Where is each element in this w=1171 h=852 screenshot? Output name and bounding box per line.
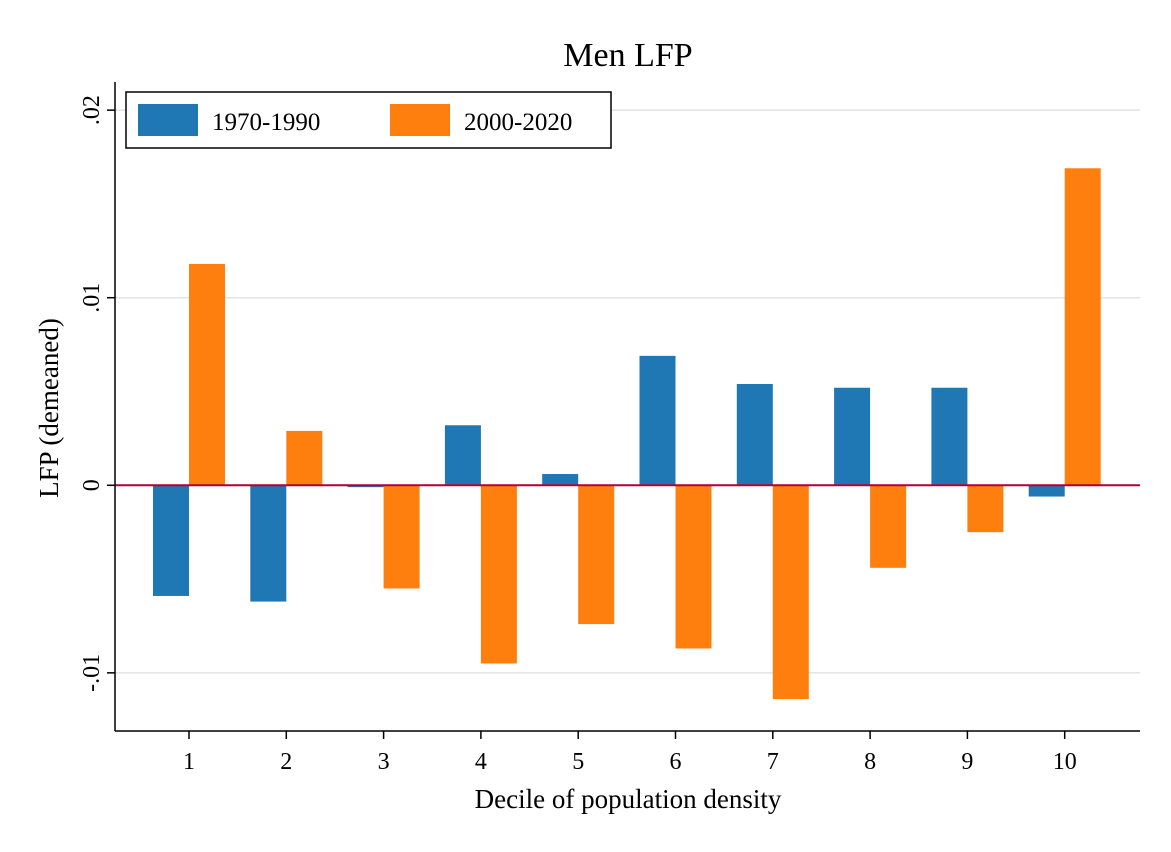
bar-2000-2020-decile-7 (772, 485, 809, 700)
bar-2000-2020-decile-8 (870, 485, 907, 568)
bar-2000-2020-decile-10 (1064, 168, 1101, 486)
legend-label-2000-2020: 2000-2020 (464, 109, 572, 136)
x-tick-label: 3 (378, 749, 390, 775)
x-tick-label: 1 (183, 749, 195, 775)
x-tick-label: 2 (280, 749, 292, 775)
x-axis-ticks: 1 2 3 4 5 6 7 8 9 10 (183, 731, 1077, 775)
bar-1970-1990-decile-9 (931, 387, 968, 486)
x-tick-label: 7 (767, 749, 779, 775)
x-tick-label: 8 (864, 749, 876, 775)
y-axis-title: LFP (demeaned) (34, 318, 64, 498)
bar-1970-1990-decile-6 (639, 355, 676, 486)
x-tick-label: 10 (1053, 749, 1077, 775)
legend-swatch-1970-1990 (138, 104, 198, 136)
bar-1970-1990-decile-2 (250, 485, 287, 602)
legend: 1970-1990 2000-2020 (125, 91, 612, 149)
x-tick-label: 4 (475, 749, 487, 775)
bar-2000-2020-decile-4 (480, 485, 517, 664)
bar-2000-2020-decile-6 (675, 485, 712, 649)
x-tick-label: 9 (961, 749, 973, 775)
bar-1970-1990-decile-8 (834, 387, 871, 486)
bar-2000-2020-decile-5 (578, 485, 615, 625)
bar-2000-2020-decile-3 (383, 485, 420, 589)
bar-2000-2020-decile-1 (189, 263, 225, 486)
chart-title: Men LFP (563, 37, 692, 74)
bar-1970-1990-decile-10 (1028, 485, 1065, 497)
bar-1970-1990-decile-4 (444, 425, 481, 486)
x-tick-label: 6 (670, 749, 682, 775)
y-tick-label: -.01 (79, 654, 105, 692)
bar-1970-1990-decile-5 (542, 474, 579, 486)
legend-label-1970-1990: 1970-1990 (212, 109, 320, 136)
x-tick-label: 5 (572, 749, 584, 775)
x-axis-title: Decile of population density (475, 784, 782, 814)
bar-2000-2020-decile-2 (286, 430, 323, 486)
bar-2000-2020-decile-9 (967, 485, 1004, 533)
bar-1970-1990-decile-7 (736, 383, 773, 486)
bar-1970-1990-decile-1 (153, 485, 189, 596)
y-axis-ticks: -.01 0 .01 .02 (79, 95, 115, 692)
bars (153, 168, 1101, 700)
legend-box (125, 91, 612, 149)
y-tick-label: 0 (79, 479, 105, 491)
y-tick-label: .02 (79, 95, 105, 125)
legend-swatch-2000-2020 (390, 104, 450, 136)
y-tick-label: .01 (79, 283, 105, 313)
